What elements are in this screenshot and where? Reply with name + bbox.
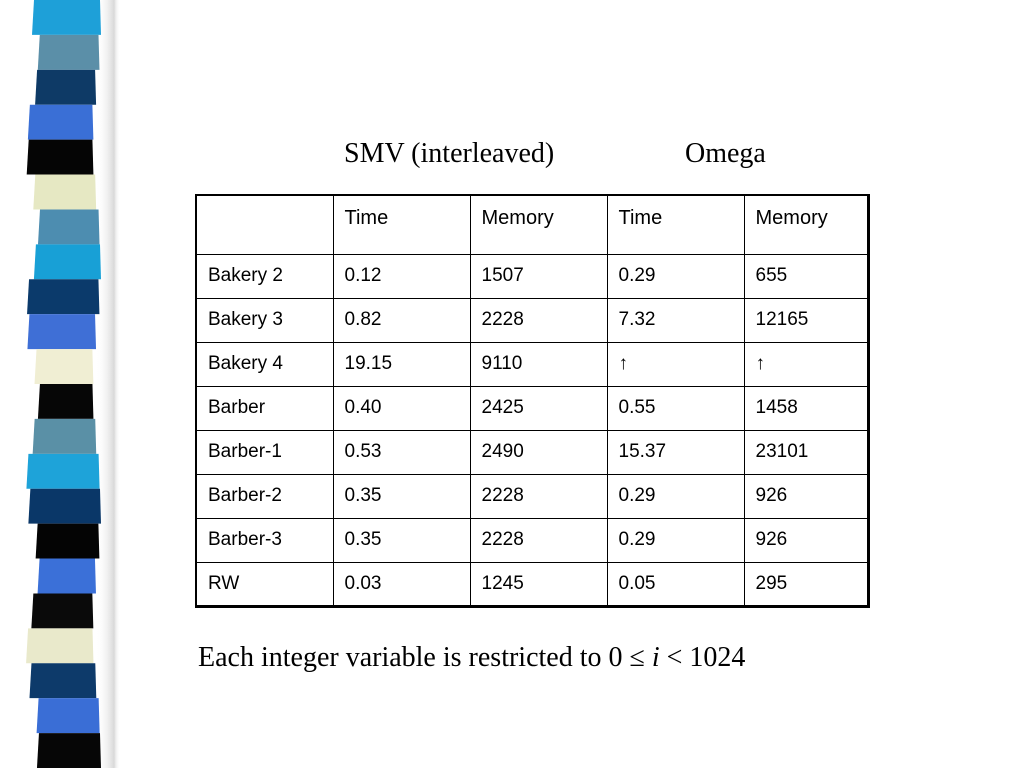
stripe-segment bbox=[37, 209, 100, 245]
header-cell: Memory bbox=[469, 194, 608, 255]
table-cell: 926 bbox=[743, 473, 869, 519]
table-cell: 0.29 bbox=[606, 253, 745, 299]
table-cell: 9110 bbox=[469, 341, 608, 387]
table-cell: 2228 bbox=[469, 297, 608, 343]
table-cell: 1458 bbox=[743, 385, 869, 431]
table-row: Barber-1 0.53 2490 15.37 23101 bbox=[195, 429, 869, 475]
stripe-segment bbox=[26, 453, 100, 489]
row-label-cell: Barber-2 bbox=[195, 473, 334, 519]
table-row: Bakery 2 0.12 1507 0.29 655 bbox=[195, 253, 869, 299]
stripe-segment bbox=[36, 698, 100, 734]
table-cell: 0.55 bbox=[606, 385, 745, 431]
row-label-cell: Bakery 4 bbox=[195, 341, 334, 387]
table-cell: 0.05 bbox=[606, 561, 745, 607]
stripe-segment bbox=[37, 558, 96, 594]
table-header-row: Time Memory Time Memory bbox=[195, 194, 869, 255]
table-cell: 2228 bbox=[469, 473, 608, 519]
table-heading: SMV (interleaved) Omega bbox=[344, 138, 766, 170]
table-cell: 2228 bbox=[469, 517, 608, 563]
table-row: Barber-2 0.35 2228 0.29 926 bbox=[195, 473, 869, 519]
table-cell: 1507 bbox=[469, 253, 608, 299]
footnote-suffix: < 1024 bbox=[659, 642, 746, 673]
stripe-segment bbox=[27, 314, 97, 350]
results-table: Time Memory Time Memory Bakery 2 0.12 1507 0.29… bbox=[195, 194, 870, 608]
table-cell: 0.03 bbox=[332, 561, 471, 607]
stripe-segment bbox=[36, 733, 101, 768]
table-row: RW 0.03 1245 0.05 295 bbox=[195, 561, 869, 607]
stripe-segment bbox=[27, 279, 100, 315]
row-label-cell: RW bbox=[195, 561, 334, 607]
stripe-segment bbox=[29, 663, 97, 699]
table-cell: 23101 bbox=[743, 429, 869, 475]
header-cell: Time bbox=[332, 194, 471, 255]
table-cell: 0.35 bbox=[332, 473, 471, 519]
table-cell: 926 bbox=[743, 517, 869, 563]
table-row: Bakery 4 19.15 9110 ↑ ↑ bbox=[195, 341, 869, 387]
table-cell: 7.32 bbox=[606, 297, 745, 343]
table-cell: 0.82 bbox=[332, 297, 471, 343]
footnote-prefix: Each integer variable is restricted to 0… bbox=[198, 642, 652, 673]
row-label-cell: Barber-1 bbox=[195, 429, 334, 475]
table-cell: ↑ bbox=[606, 341, 745, 387]
row-label-cell: Barber-3 bbox=[195, 517, 334, 563]
stripe-segment bbox=[34, 349, 94, 384]
row-label-cell: Barber bbox=[195, 385, 334, 431]
footnote: Each integer variable is restricted to 0… bbox=[198, 642, 745, 674]
table-row: Barber-3 0.35 2228 0.29 926 bbox=[195, 517, 869, 563]
table-cell: 0.29 bbox=[606, 473, 745, 519]
stripe-segment bbox=[32, 418, 97, 454]
header-cell: Memory bbox=[743, 194, 869, 255]
table-cell: 0.40 bbox=[332, 385, 471, 431]
table-row: Barber 0.40 2425 0.55 1458 bbox=[195, 385, 869, 431]
stripe-segment bbox=[35, 523, 100, 559]
header-cell bbox=[195, 194, 334, 255]
heading-omega: Omega bbox=[685, 138, 766, 169]
stripe-segment bbox=[33, 244, 101, 280]
table-cell: 2490 bbox=[469, 429, 608, 475]
stripe-segment bbox=[37, 34, 100, 70]
table-cell: 655 bbox=[743, 253, 869, 299]
table-cell: 19.15 bbox=[332, 341, 471, 387]
stripe-segment bbox=[32, 0, 101, 35]
table-cell: 12165 bbox=[743, 297, 869, 343]
stripe-segment bbox=[37, 384, 94, 419]
stripe-segment bbox=[28, 488, 101, 524]
stripe-segment bbox=[26, 139, 94, 175]
heading-smv: SMV (interleaved) bbox=[344, 138, 555, 169]
table-cell: 295 bbox=[743, 561, 869, 607]
table-cell: 0.29 bbox=[606, 517, 745, 563]
stripe-segment bbox=[31, 593, 94, 629]
header-cell: Time bbox=[606, 194, 745, 255]
table-row: Bakery 3 0.82 2228 7.32 12165 bbox=[195, 297, 869, 343]
table-cell: 1245 bbox=[469, 561, 608, 607]
footnote-variable: i bbox=[651, 642, 660, 673]
table-cell: ↑ bbox=[743, 341, 869, 387]
row-label-cell: Bakery 3 bbox=[195, 297, 334, 343]
stripe-segment bbox=[27, 104, 94, 140]
row-label-cell: Bakery 2 bbox=[195, 253, 334, 299]
decorative-stripe-bar bbox=[26, 0, 120, 768]
table-cell: 0.53 bbox=[332, 429, 471, 475]
stripe-segment bbox=[26, 628, 94, 664]
table-cell: 15.37 bbox=[606, 429, 745, 475]
stripe-segment bbox=[35, 69, 97, 105]
table-cell: 0.12 bbox=[332, 253, 471, 299]
table-cell: 2425 bbox=[469, 385, 608, 431]
stripe-segment bbox=[33, 174, 97, 210]
table-cell: 0.35 bbox=[332, 517, 471, 563]
